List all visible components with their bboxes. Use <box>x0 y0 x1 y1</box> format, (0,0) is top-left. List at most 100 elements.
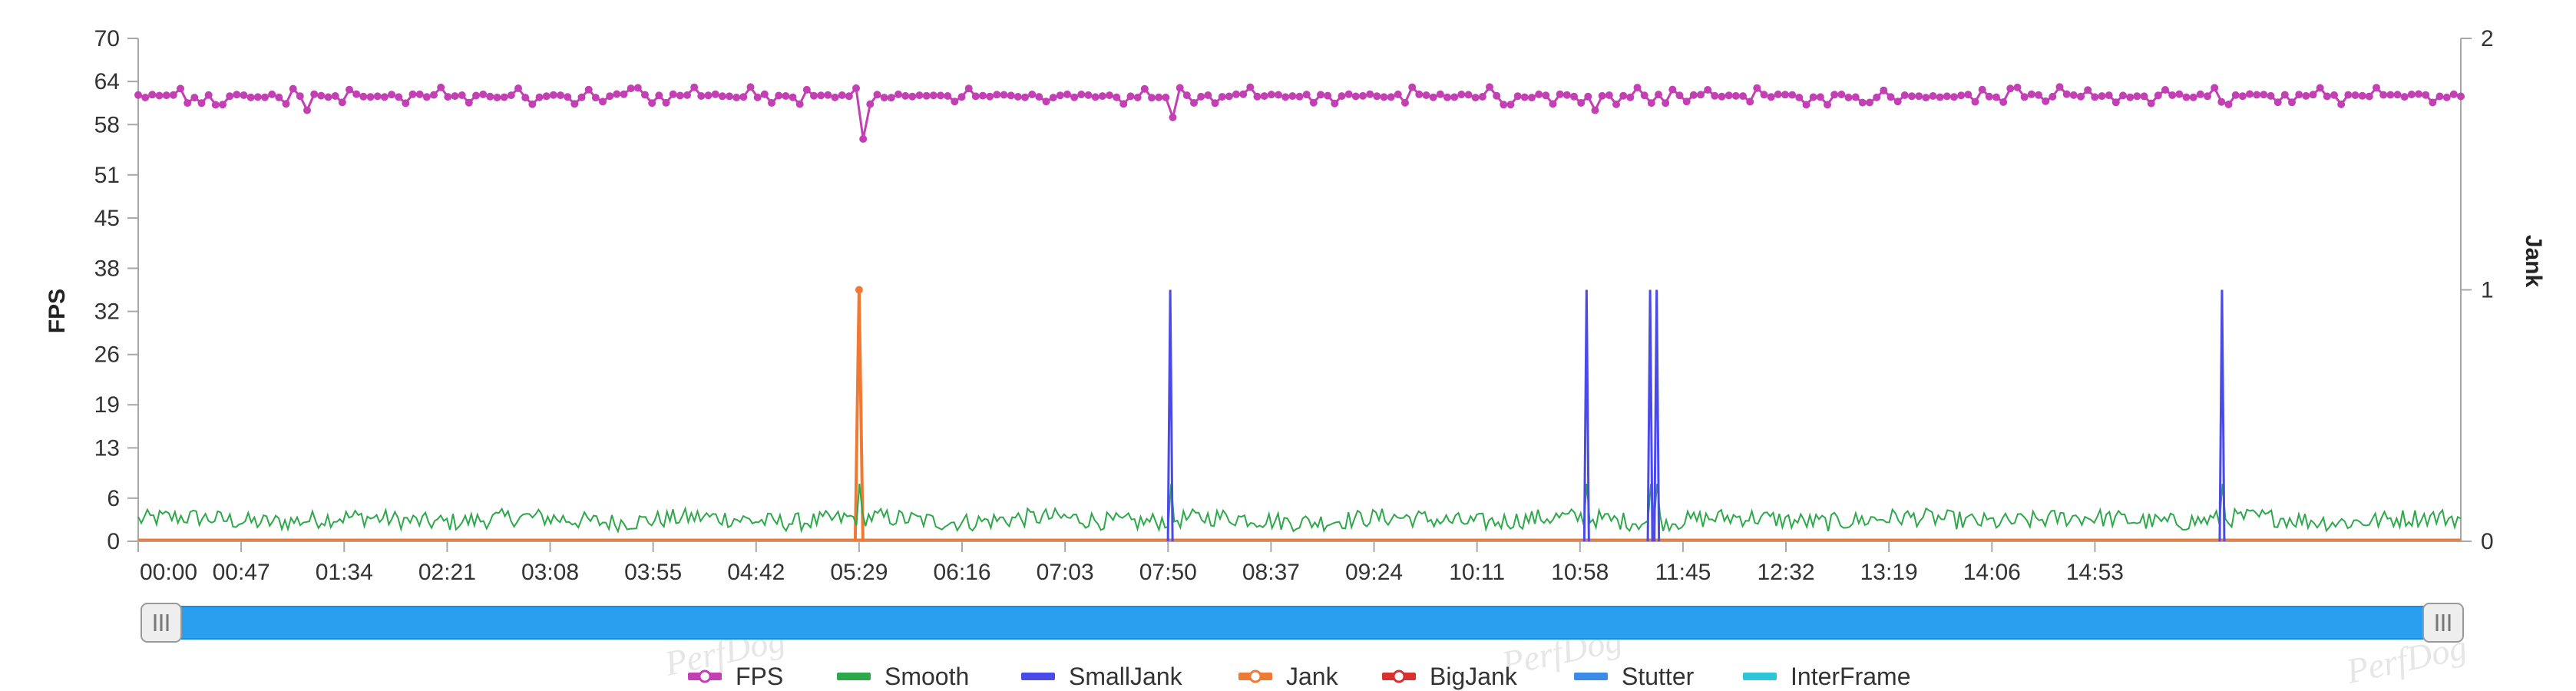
fps-point <box>2196 90 2204 98</box>
fps-point <box>1211 99 1219 107</box>
fps-point <box>1204 91 1212 99</box>
fps-point <box>1795 94 1804 101</box>
y-right-tick-label: 1 <box>2481 278 2494 303</box>
fps-point <box>1119 100 1128 108</box>
legend-item-smooth[interactable]: Smooth <box>837 663 969 690</box>
fps-point <box>373 92 382 101</box>
fps-point <box>324 93 332 101</box>
fps-point <box>1344 90 1353 98</box>
fps-point <box>507 91 515 100</box>
fps-point <box>430 91 438 99</box>
fps-point <box>1275 91 1282 99</box>
fps-point <box>1317 91 1324 99</box>
fps-point <box>1760 91 1768 99</box>
fps-point <box>2084 86 2092 94</box>
fps-point <box>2407 91 2416 98</box>
fps-point <box>148 91 157 99</box>
legend-item-smalljank[interactable]: SmallJank <box>1021 663 1183 690</box>
fps-point <box>901 91 910 100</box>
fps-point <box>683 91 691 99</box>
fps-point <box>795 100 804 108</box>
fps-point <box>2126 93 2135 101</box>
fps-point <box>1443 93 1451 101</box>
fps-point <box>1999 98 2008 106</box>
fps-point <box>944 92 952 100</box>
fps-point <box>1655 91 1662 99</box>
fps-point <box>2393 91 2402 99</box>
fps-point <box>1063 90 1071 98</box>
fps-point <box>1985 92 1993 101</box>
fps-point <box>465 98 473 107</box>
fps-point <box>1373 92 1381 101</box>
fps-point <box>542 92 551 101</box>
fps-point <box>2267 91 2275 100</box>
fps-point <box>2105 91 2113 100</box>
fps-point <box>2140 92 2148 101</box>
fps-point <box>388 91 395 99</box>
fps-point <box>1640 91 1648 100</box>
fps-point <box>1028 91 1037 98</box>
fps-point <box>838 91 846 99</box>
fps-point <box>500 93 508 101</box>
x-tick-label: 08:37 <box>1242 560 1300 585</box>
x-tick-label: 04:42 <box>727 560 785 585</box>
fps-point <box>331 92 339 100</box>
fps-point <box>1218 93 1226 101</box>
fps-point <box>2049 92 2057 101</box>
fps-point <box>887 94 895 102</box>
fps-point <box>1549 100 1557 108</box>
fps-point <box>2091 93 2099 101</box>
fps-point <box>1140 84 1149 93</box>
legend-item-interframe[interactable]: InterFrame <box>1743 663 1910 690</box>
grip-icon <box>2435 614 2451 631</box>
fps-point <box>726 92 733 101</box>
fps-point <box>493 94 501 101</box>
fps-point <box>1464 91 1473 99</box>
smalljank-spike <box>1653 289 1661 542</box>
legend-label: Stutter <box>1622 663 1695 690</box>
fps-point <box>1908 92 1916 101</box>
fps-point <box>789 93 797 101</box>
fps-point <box>444 93 452 101</box>
fps-point <box>1584 92 1592 101</box>
zoom-slider-track[interactable] <box>145 606 2442 640</box>
fps-point <box>1647 99 1655 107</box>
y-left-tick-label: 64 <box>94 69 120 94</box>
legend-item-jank[interactable]: Jank <box>1238 663 1339 690</box>
fps-point <box>211 101 220 109</box>
zoom-slider[interactable] <box>141 603 2464 643</box>
fps-point <box>219 101 227 109</box>
fps-point <box>2062 90 2071 98</box>
fps-point <box>2415 90 2422 98</box>
fps-point <box>2358 91 2366 100</box>
fps-point <box>768 99 775 107</box>
legend-item-bigjank[interactable]: BigJank <box>1382 663 1518 690</box>
fps-point <box>366 93 375 101</box>
x-tick-label: 07:50 <box>1139 560 1197 585</box>
legend-item-fps[interactable]: FPS <box>688 663 783 690</box>
fps-point <box>2351 91 2359 99</box>
fps-point <box>1049 94 1057 102</box>
smalljank-spike <box>1166 289 1174 542</box>
x-tick-label: 03:55 <box>624 560 682 585</box>
fps-point <box>2077 92 2085 101</box>
fps-point <box>1176 84 1184 92</box>
fps-point <box>1380 93 1388 101</box>
fps-point <box>1281 93 1290 101</box>
fps-point <box>346 85 353 94</box>
fps-point <box>1746 98 1754 106</box>
fps-point <box>915 91 924 100</box>
legend-item-stutter[interactable]: Stutter <box>1574 663 1695 690</box>
fps-point <box>1830 91 1839 99</box>
fps-point <box>697 92 706 100</box>
y-right-tick-label: 0 <box>2481 529 2494 554</box>
fps-point <box>1675 91 1684 100</box>
fps-point <box>613 90 621 98</box>
fps-point <box>1042 98 1050 106</box>
fps-point <box>1739 92 1747 101</box>
fps-point <box>1731 91 1740 100</box>
x-tick-label: 07:03 <box>1037 560 1094 585</box>
fps-point <box>2379 91 2388 99</box>
fps-point <box>753 93 762 101</box>
fps-point <box>1844 94 1853 101</box>
